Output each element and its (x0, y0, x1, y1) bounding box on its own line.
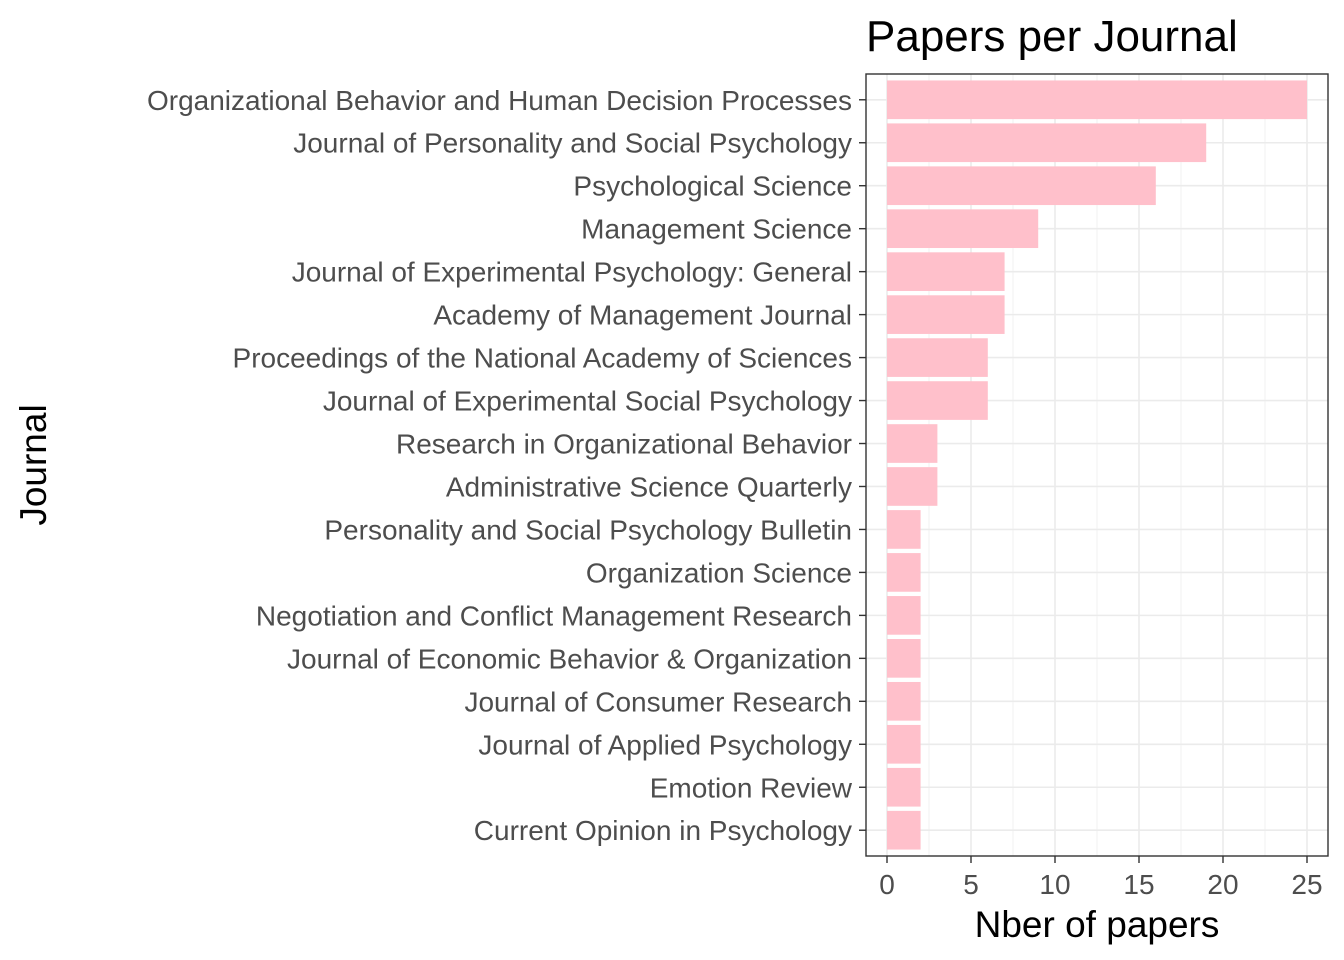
plot-panel-border (865, 73, 1329, 857)
bar (887, 553, 921, 592)
bar (887, 724, 921, 764)
x-axis-ticks (886, 856, 1308, 863)
category-label: Academy of Management Journal (433, 300, 852, 331)
x-tick-label: 20 (1207, 869, 1238, 900)
category-label: Organizational Behavior and Human Decisi… (147, 85, 852, 116)
category-label: Research in Organizational Behavior (396, 429, 852, 460)
bar (887, 424, 938, 463)
category-label: Personality and Social Psychology Bullet… (324, 514, 852, 545)
category-label: Organization Science (586, 557, 852, 588)
x-axis-title: Nber of papers (975, 904, 1220, 945)
bar (887, 767, 921, 807)
category-label: Psychological Science (573, 171, 852, 202)
y-axis-ticks (859, 99, 866, 831)
y-axis-title: Journal (13, 404, 54, 525)
category-label: Journal of Experimental Psychology: Gene… (292, 257, 852, 288)
bar (887, 510, 921, 549)
category-label: Journal of Consumer Research (464, 686, 852, 717)
bar (887, 80, 1307, 120)
category-label: Management Science (581, 214, 852, 245)
bar (887, 166, 1156, 206)
bar (887, 252, 1005, 291)
bar (887, 209, 1039, 249)
x-tick-label: 0 (879, 869, 895, 900)
bar (887, 123, 1207, 163)
category-label: Journal of Economic Behavior & Organizat… (287, 643, 852, 674)
bar (887, 381, 988, 420)
x-tick-label: 15 (1123, 869, 1154, 900)
category-label: Journal of Applied Psychology (478, 729, 852, 760)
x-axis-tick-labels: 0 5 10 15 20 25 (879, 869, 1322, 900)
chart-title: Papers per Journal (866, 12, 1238, 61)
x-tick-label: 5 (963, 869, 979, 900)
y-axis-category-labels: Organizational Behavior and Human Decisi… (147, 85, 853, 846)
bar (887, 810, 921, 850)
category-label: Journal of Personality and Social Psycho… (293, 128, 852, 159)
category-label: Journal of Experimental Social Psycholog… (323, 386, 852, 417)
bar (887, 596, 921, 635)
category-label: Emotion Review (650, 772, 853, 803)
bars (887, 80, 1307, 850)
category-label: Negotiation and Conflict Management Rese… (256, 600, 852, 631)
bar (887, 467, 938, 506)
bar (887, 681, 921, 721)
x-tick-label: 25 (1291, 869, 1322, 900)
category-label: Current Opinion in Psychology (474, 815, 852, 846)
x-tick-label: 10 (1039, 869, 1070, 900)
category-label: Proceedings of the National Academy of S… (233, 343, 852, 374)
category-label: Administrative Science Quarterly (446, 471, 852, 502)
bar (887, 295, 1005, 334)
bar (887, 338, 988, 377)
bar (887, 639, 921, 678)
